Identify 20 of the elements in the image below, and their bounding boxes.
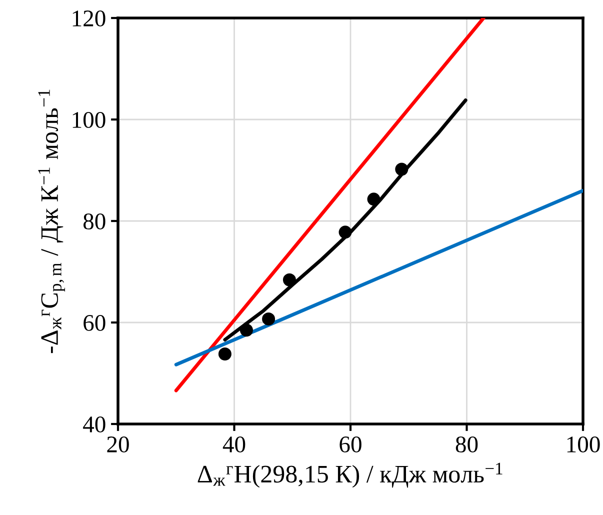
x-tick-label: 40 [222,436,246,452]
point [240,324,253,337]
y-tick-label: 40 [83,416,106,432]
text: -Δ$_{ж}$$^{г}$C$_{p,m}$ / Дж К$^{−1}$ моль$^{−1}$ [38,90,65,354]
y-tick-label: 120 [72,10,106,26]
y-tick-label: 80 [83,213,106,230]
point [262,312,276,326]
y-tick-label: 100 [72,112,106,128]
point [338,226,352,239]
point [367,192,380,206]
point [282,273,296,286]
x-tick-label: 80 [456,436,478,452]
point [218,347,232,360]
y-tick-label: 60 [84,314,106,331]
x-axis-title: Δ$_{ж}$$^{г}$H(298,15 К) / кДж моль$^{−1}$ [198,462,502,488]
point [395,162,408,176]
line-series [223,98,468,342]
x-tick-label: 60 [340,436,362,452]
x-tick-label: 100 [567,436,600,452]
x-tick-label: 20 [107,436,129,452]
